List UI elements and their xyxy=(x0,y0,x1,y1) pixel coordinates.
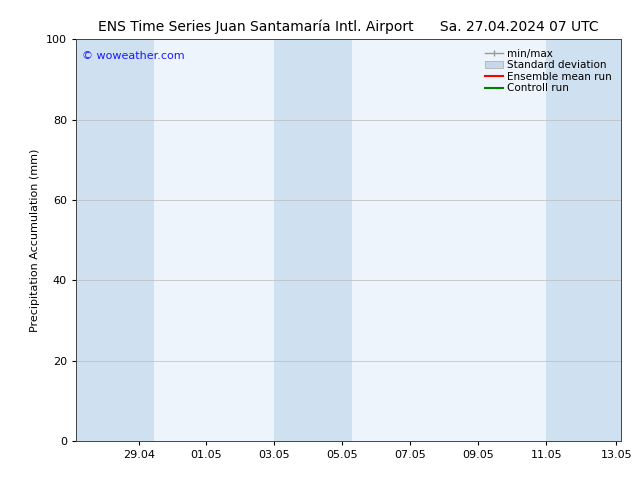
Bar xyxy=(124,39,155,441)
Title: ENS Time Series Juan Santamaría Intl. Airport      Sa. 27.04.2024 07 UTC: ENS Time Series Juan Santamaría Intl. Ai… xyxy=(98,20,599,34)
Bar xyxy=(547,39,594,441)
Y-axis label: Precipitation Accumulation (mm): Precipitation Accumulation (mm) xyxy=(30,148,41,332)
Bar xyxy=(274,39,321,441)
Legend: min/max, Standard deviation, Ensemble mean run, Controll run: min/max, Standard deviation, Ensemble me… xyxy=(482,47,613,95)
Bar xyxy=(594,39,621,441)
Bar xyxy=(76,39,124,441)
Text: © woweather.com: © woweather.com xyxy=(82,51,184,61)
Bar xyxy=(321,39,352,441)
